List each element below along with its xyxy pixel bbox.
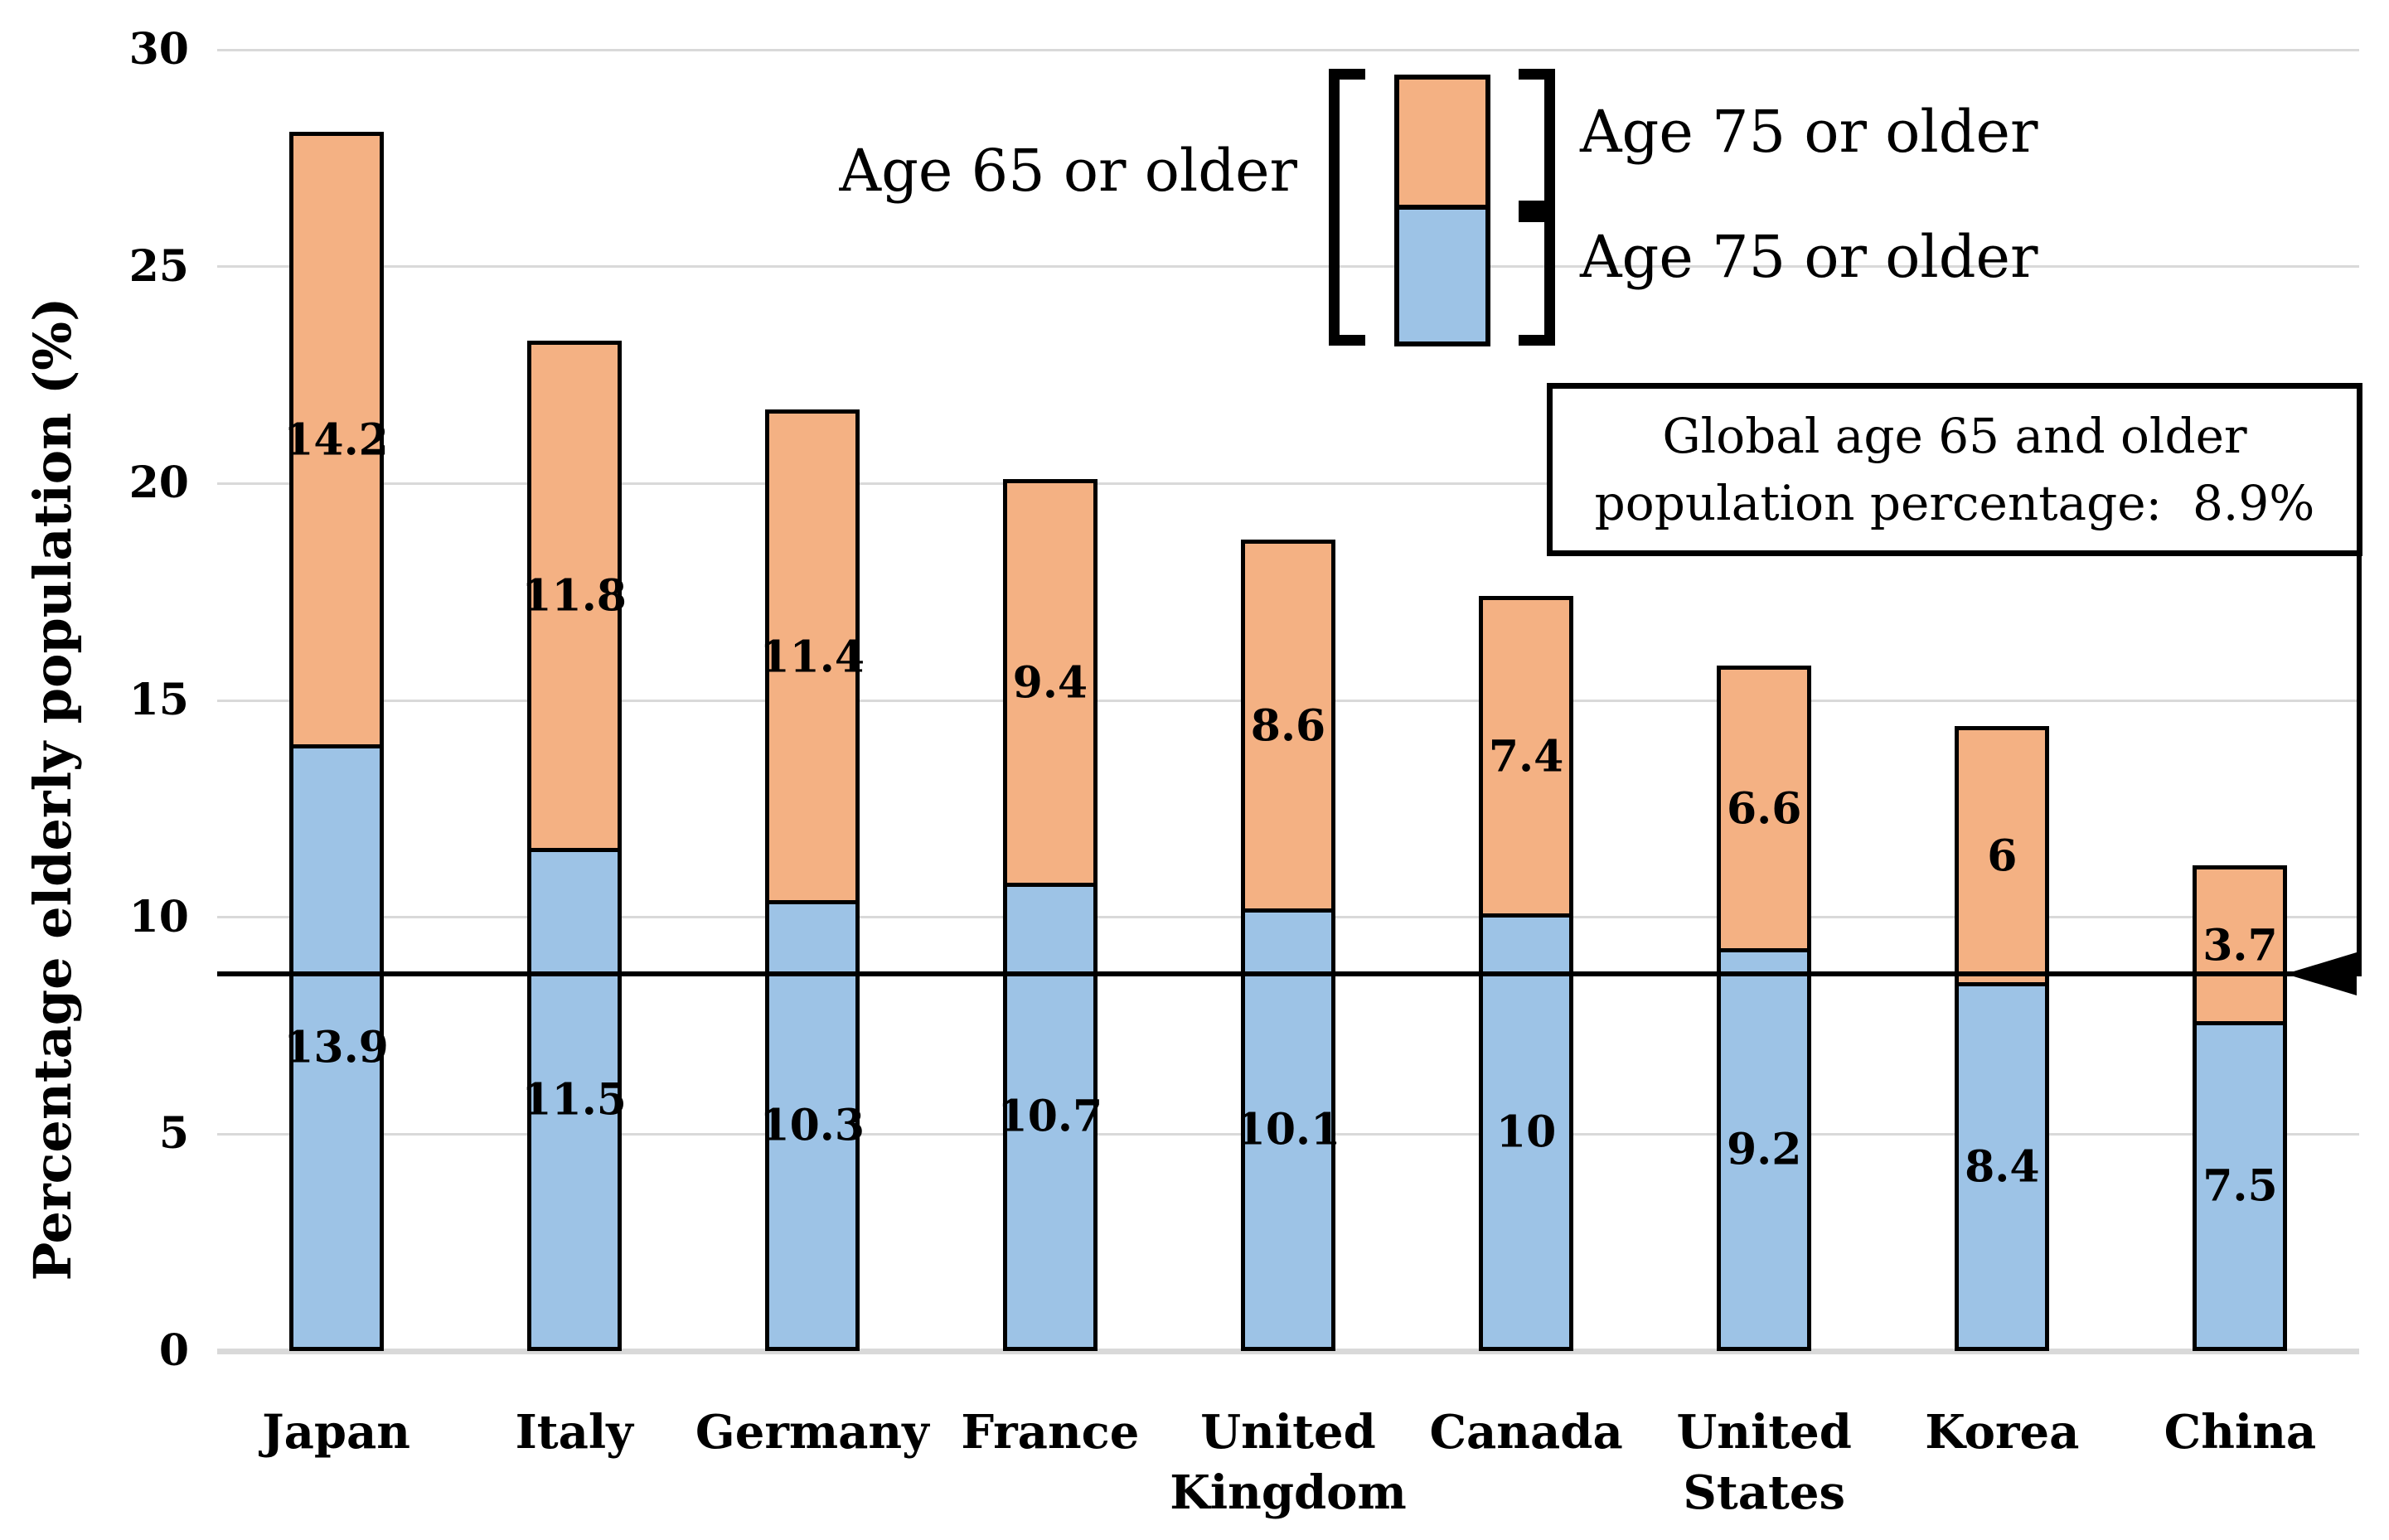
bar-italy-upper-value: 11.8 [521, 570, 627, 622]
category-label-germany: Germany [693, 1402, 931, 1463]
y-tick-label: 5 [158, 1108, 189, 1160]
y-tick-label: 10 [128, 891, 189, 942]
bar-italy: 11.8 11.5 [521, 340, 627, 1351]
y-tick-label: 15 [128, 675, 189, 725]
annotation-line1: Global age 65 and older [1662, 408, 2247, 465]
bar-united-states-lower-segment: 9.2 [1717, 952, 1812, 1351]
bar-japan-upper-segment: 14.2 [283, 132, 389, 748]
bar-korea-lower-segment: 8.4 [1955, 986, 2050, 1351]
category-label-line: States [1683, 1465, 1846, 1520]
y-tick-label: 30 [128, 24, 189, 75]
bar-canada-upper-segment: 7.4 [1479, 596, 1574, 918]
bar-france: 9.4 10.7 [998, 479, 1102, 1351]
legend-group-label: Age 65 or older [839, 137, 1297, 205]
category-label-line: Japan [262, 1405, 411, 1460]
gridline [217, 265, 2359, 269]
legend-sample-lower-segment [1394, 210, 1490, 346]
annotation-line2: population percentage: 8.9% [1594, 474, 2315, 531]
bar-japan-lower-value: 13.9 [283, 1022, 389, 1073]
bar-italy-lower-value: 11.5 [521, 1074, 627, 1126]
bar-canada-lower-segment: 10 [1479, 917, 1574, 1351]
category-label-china: China [2121, 1402, 2359, 1463]
bar-korea-upper-value: 6 [1987, 831, 2018, 882]
legend-right-bracket-lower-icon [1519, 211, 1555, 346]
bar-china-lower-segment: 7.5 [2193, 1025, 2288, 1351]
bar-france-upper-value: 9.4 [1012, 657, 1088, 709]
bar-germany-upper-segment: 11.4 [759, 409, 865, 904]
category-label-united-states: United States [1645, 1402, 1883, 1523]
bar-china-upper-segment: 3.7 [2193, 864, 2288, 1026]
category-label-line: Kingdom [1170, 1465, 1407, 1520]
bar-japan: 14.2 13.9 [283, 132, 389, 1351]
category-label-line: France [961, 1405, 1140, 1460]
category-label-line: Italy [515, 1405, 633, 1460]
legend-sample-upper-segment [1394, 75, 1490, 210]
category-label-canada: Canada [1408, 1402, 1645, 1463]
annotation-box: Global age 65 and older population perce… [1547, 383, 2362, 556]
legend-lower-label: Age 75 or older [1580, 223, 2038, 291]
category-label-japan: Japan [217, 1402, 455, 1463]
bar-germany-lower-segment: 10.3 [759, 903, 865, 1351]
reference-connector-line [2357, 554, 2362, 976]
category-label-line: Germany [695, 1405, 929, 1460]
bar-korea-lower-value: 8.4 [1965, 1141, 2040, 1193]
category-label-line: Canada [1429, 1405, 1623, 1460]
reference-arrowhead-icon [2285, 952, 2357, 995]
bar-united-states-upper-segment: 6.6 [1717, 666, 1812, 952]
reference-line [217, 971, 2359, 976]
bar-china-lower-value: 7.5 [2202, 1160, 2278, 1212]
category-label-line: Korea [1925, 1405, 2080, 1460]
bar-united-kingdom: 8.6 10.1 [1236, 540, 1340, 1351]
legend-sample-bar [1394, 75, 1490, 346]
bar-italy-upper-segment: 11.8 [521, 340, 627, 853]
bar-canada-lower-value: 10 [1495, 1107, 1557, 1158]
bar-korea-upper-segment: 6 [1955, 726, 2050, 987]
legend-left-bracket-icon [1329, 69, 1365, 346]
category-label-line: China [2164, 1405, 2317, 1460]
y-tick-label: 25 [128, 240, 189, 292]
category-label-united-kingdom: United Kingdom [1169, 1402, 1407, 1523]
bar-united-states-lower-value: 9.2 [1726, 1124, 1802, 1175]
bar-korea: 6 8.4 [1955, 726, 2050, 1351]
y-tick-label: 0 [158, 1325, 189, 1376]
gridline [217, 482, 2359, 485]
x-axis-baseline [217, 1348, 2359, 1354]
bar-germany-upper-value: 11.4 [759, 632, 865, 683]
bar-germany-lower-value: 10.3 [759, 1100, 865, 1151]
bar-france-lower-segment: 10.7 [998, 887, 1102, 1351]
bar-japan-lower-segment: 13.9 [283, 748, 389, 1351]
bar-italy-lower-segment: 11.5 [521, 852, 627, 1351]
bar-united-kingdom-upper-segment: 8.6 [1241, 540, 1335, 913]
bar-canada: 7.4 10 [1479, 596, 1574, 1351]
bar-china: 3.7 7.5 [2193, 864, 2288, 1351]
gridline [217, 48, 2359, 51]
category-label-line: United [1676, 1405, 1852, 1460]
bar-japan-upper-value: 14.2 [283, 414, 389, 466]
bar-canada-upper-value: 7.4 [1488, 731, 1564, 782]
legend-upper-label: Age 75 or older [1580, 98, 2038, 166]
bar-united-states-upper-value: 6.6 [1726, 783, 1802, 835]
category-label-korea: Korea [1883, 1402, 2121, 1463]
legend-right-bracket-upper-icon [1519, 69, 1555, 211]
bar-united-states: 6.6 9.2 [1717, 666, 1812, 1351]
y-tick-label: 20 [128, 458, 189, 509]
bar-china-upper-value: 3.7 [2202, 920, 2278, 971]
category-label-france: France [931, 1402, 1169, 1463]
bar-france-upper-segment: 9.4 [1002, 479, 1098, 888]
bar-germany: 11.4 10.3 [759, 409, 865, 1351]
bar-united-kingdom-lower-segment: 10.1 [1236, 913, 1340, 1351]
category-label-line: United [1200, 1405, 1376, 1460]
category-label-italy: Italy [455, 1402, 693, 1463]
bar-united-kingdom-lower-value: 10.1 [1235, 1104, 1341, 1155]
bar-france-lower-value: 10.7 [997, 1091, 1103, 1142]
bar-united-kingdom-upper-value: 8.6 [1250, 700, 1326, 752]
